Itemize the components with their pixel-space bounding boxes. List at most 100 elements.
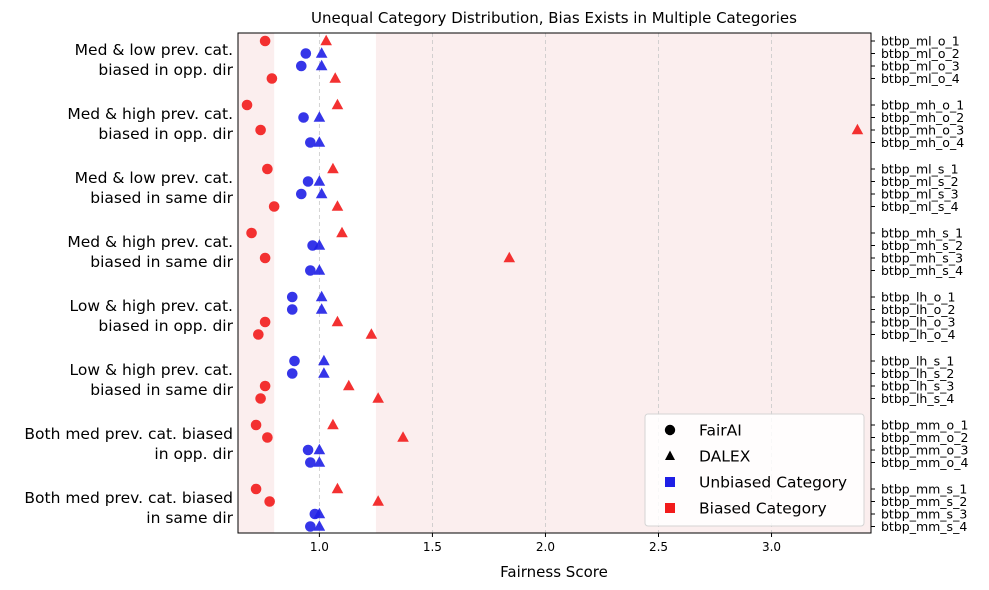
- legend-label: DALEX: [699, 448, 751, 466]
- group-label: Med & low prev. cat.: [75, 169, 233, 187]
- fairai-point: [266, 73, 278, 84]
- group-label: biased in same dir: [90, 189, 233, 207]
- x-tick-label: 1.0: [310, 540, 329, 554]
- dalex-point: [315, 290, 328, 302]
- chart-title: Unequal Category Distribution, Bias Exis…: [311, 9, 797, 27]
- category-label: btbp_mh_o_4: [881, 135, 964, 150]
- fairai-point: [259, 380, 271, 392]
- dalex-point: [313, 175, 326, 186]
- dalex-point: [313, 264, 326, 275]
- dalex-point: [397, 431, 409, 442]
- fairai-point: [255, 393, 266, 404]
- legend-marker: [664, 424, 676, 436]
- fairai-point: [298, 112, 309, 123]
- dalex-point: [318, 354, 330, 366]
- group-label: Low & high prev. cat.: [70, 297, 233, 315]
- category-label: btbp_mh_o_3: [881, 123, 964, 138]
- fairai-point: [296, 60, 307, 72]
- dalex-point: [318, 367, 330, 378]
- dalex-point: [372, 495, 384, 506]
- dalex-point: [313, 136, 326, 147]
- legend-label: FairAI: [699, 422, 742, 440]
- dalex-point: [313, 520, 326, 531]
- group-label: biased in same dir: [90, 381, 233, 399]
- fairai-point: [264, 496, 275, 507]
- group-label: biased in opp. dir: [98, 61, 233, 79]
- axes-frame: [237, 32, 872, 534]
- group-label: in same dir: [146, 509, 233, 527]
- category-label: btbp_ml_s_2: [881, 174, 959, 189]
- fairai-point: [305, 457, 316, 468]
- category-label: btbp_lh_o_4: [881, 327, 955, 342]
- x-tick-label: 2.5: [649, 540, 668, 554]
- group-label: biased in same dir: [90, 253, 233, 271]
- category-label: btbp_ml_s_4: [881, 199, 959, 214]
- category-label: btbp_lh_s_1: [881, 354, 954, 369]
- category-label: btbp_mm_o_2: [881, 430, 968, 445]
- fairai-point: [302, 176, 314, 187]
- dalex-point: [315, 187, 328, 199]
- dalex-point: [851, 123, 864, 135]
- fairai-point: [246, 227, 257, 239]
- category-label: btbp_mm_s_1: [881, 482, 967, 497]
- category-label: btbp_mm_s_2: [881, 494, 967, 509]
- legend-label: Unbiased Category: [699, 474, 847, 492]
- category-label: btbp_lh_o_3: [881, 315, 955, 330]
- fairai-point: [255, 124, 266, 136]
- category-label: btbp_ml_o_1: [881, 34, 960, 49]
- category-label: btbp_mm_s_3: [881, 507, 967, 522]
- fairai-point: [259, 35, 271, 47]
- plot-area: 1.0 1.5 2.0 2.5 3.0 Med & low prev. cat. biase…: [24, 32, 968, 554]
- dalex-point: [331, 482, 344, 494]
- category-label: btbp_mm_o_4: [881, 455, 968, 470]
- group-label: Both med prev. cat. biased: [24, 489, 233, 507]
- fairai-point: [259, 252, 271, 264]
- dalex-point: [315, 59, 328, 71]
- fairai-point: [262, 432, 273, 443]
- dalex-point: [313, 456, 326, 467]
- fairai-point: [305, 137, 316, 148]
- fairai-point: [241, 99, 253, 111]
- category-label: btbp_mm_o_1: [881, 418, 968, 433]
- dalex-point: [313, 507, 326, 519]
- category-label: btbp_lh_s_4: [881, 391, 954, 406]
- category-label: btbp_lh_s_3: [881, 379, 954, 394]
- fairai-point: [262, 163, 273, 175]
- dalex-point: [320, 34, 332, 46]
- group-label: Low & high prev. cat.: [70, 361, 233, 379]
- x-axis-label: Fairness Score: [500, 563, 608, 581]
- dalex-point: [331, 315, 344, 327]
- legend-label: Biased Category: [699, 500, 827, 518]
- legend-marker: [665, 503, 675, 513]
- category-label: btbp_lh_o_1: [881, 290, 955, 305]
- dalex-point: [329, 72, 342, 83]
- dalex-point: [365, 328, 378, 339]
- biased-region: [238, 33, 275, 533]
- fairai-point: [259, 316, 271, 328]
- fairai-point: [286, 291, 298, 303]
- category-label: btbp_lh_o_2: [881, 302, 955, 317]
- category-label: btbp_lh_s_2: [881, 366, 954, 381]
- legend-marker: [665, 450, 675, 460]
- category-label: btbp_ml_o_3: [881, 59, 960, 74]
- legend: FairAI DALEX Unbiased Category Biased Categ…: [644, 413, 865, 527]
- category-label: btbp_ml_o_2: [881, 46, 960, 61]
- fairai-point: [286, 368, 298, 379]
- x-tick-label: 2.0: [536, 540, 555, 554]
- dalex-point: [372, 392, 384, 403]
- group-label: biased in opp. dir: [98, 125, 233, 143]
- dalex-point: [327, 162, 339, 174]
- category-label: btbp_mh_o_2: [881, 110, 964, 125]
- dalex-point: [503, 251, 516, 263]
- dalex-point: [315, 47, 328, 58]
- category-label: btbp_ml_o_4: [881, 71, 960, 86]
- category-label: btbp_mh_s_1: [881, 226, 963, 241]
- category-label: btbp_mh_s_3: [881, 251, 963, 266]
- group-label: Med & high prev. cat.: [67, 105, 233, 123]
- fairai-point: [286, 304, 298, 315]
- group-label: Both med prev. cat. biased: [24, 425, 233, 443]
- dalex-point: [342, 379, 355, 391]
- category-label: btbp_ml_s_1: [881, 162, 959, 177]
- fairai-point: [250, 483, 262, 495]
